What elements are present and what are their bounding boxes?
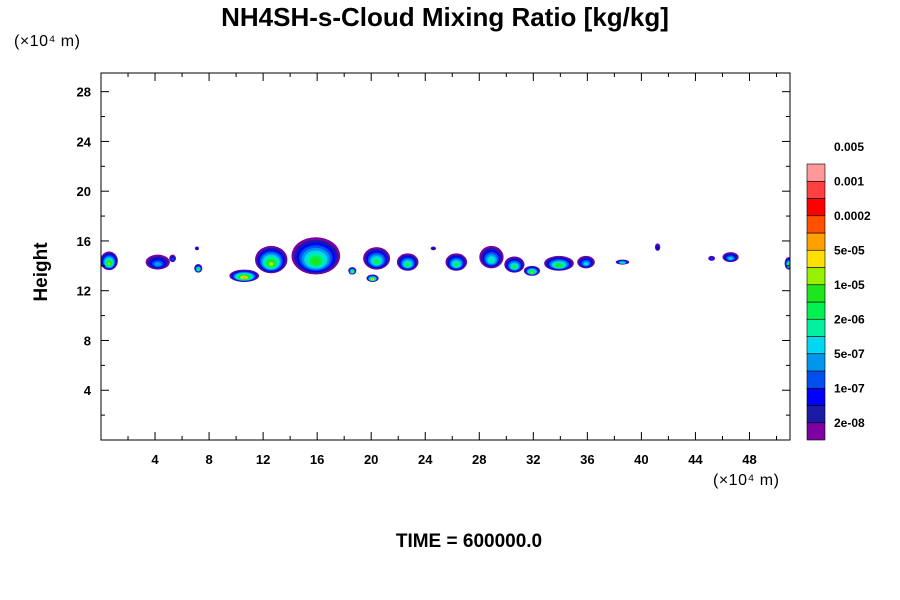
x-tick-label: 20 bbox=[364, 452, 378, 467]
colorbar-label: 1e-05 bbox=[834, 278, 865, 292]
colorbar-swatch bbox=[806, 387, 826, 406]
x-tick-label: 48 bbox=[742, 452, 756, 467]
x-tick-label: 4 bbox=[151, 452, 159, 467]
colorbar-label: 5e-07 bbox=[834, 347, 865, 361]
time-label: TIME = 600000.0 bbox=[395, 531, 543, 552]
colorbar-swatch bbox=[806, 249, 826, 268]
y-tick-label: 20 bbox=[77, 184, 91, 199]
cloud-contour bbox=[171, 258, 174, 261]
cloud-field bbox=[101, 237, 790, 283]
colorbar-label: 0.005 bbox=[834, 140, 864, 154]
x-tick-label: 32 bbox=[526, 452, 540, 467]
colorbar-swatch bbox=[806, 336, 826, 355]
cloud-contour bbox=[154, 262, 162, 267]
x-axis: 4 8 12 16 20 24 28 32 36 40 44 48 bbox=[127, 73, 777, 467]
colorbar-swatch bbox=[806, 180, 826, 199]
colorbar-swatch bbox=[806, 198, 826, 217]
cloud-contour bbox=[556, 264, 562, 267]
colorbar-label: 2e-06 bbox=[834, 312, 865, 326]
cloud-contour bbox=[311, 258, 320, 265]
cloud-contour bbox=[432, 248, 435, 250]
plot-frame bbox=[100, 72, 791, 441]
x-axis-unit: (×10⁴ m) bbox=[713, 472, 780, 489]
colorbar-label: 0.001 bbox=[834, 174, 864, 188]
x-tick-label: 40 bbox=[634, 452, 648, 467]
y-tick-label: 8 bbox=[84, 333, 91, 348]
cloud-contour bbox=[512, 265, 517, 269]
cloud-contour bbox=[351, 271, 353, 273]
cloud-contour bbox=[405, 263, 410, 267]
x-tick-label: 44 bbox=[688, 452, 703, 467]
cloud-contour bbox=[242, 276, 247, 279]
cloud-contour bbox=[621, 262, 624, 264]
y-axis-unit: (×10⁴ m) bbox=[14, 33, 81, 50]
x-tick-label: 8 bbox=[205, 452, 212, 467]
x-tick-label: 24 bbox=[418, 452, 433, 467]
y-tick-label: 4 bbox=[84, 383, 92, 398]
cloud-contour bbox=[728, 257, 733, 260]
colorbar-swatch bbox=[806, 318, 826, 337]
colorbar-swatch bbox=[806, 422, 826, 441]
colorbar-swatch bbox=[806, 215, 826, 234]
colorbar-label: 2e-08 bbox=[834, 416, 865, 430]
colorbar-label: 0.0002 bbox=[834, 209, 871, 223]
y-tick-label: 28 bbox=[77, 85, 91, 100]
y-tick-label: 16 bbox=[77, 234, 91, 249]
colorbar: 2e-08 1e-07 5e-07 2e-06 1e-05 5e-05 0.0002 0.00… bbox=[806, 140, 871, 441]
colorbar-swatch bbox=[806, 232, 826, 251]
chart-title: NH4SH-s-Cloud Mixing Ratio [kg/kg] bbox=[221, 2, 669, 32]
cloud-contour bbox=[454, 263, 459, 267]
cloud-contour bbox=[196, 248, 198, 250]
colorbar-swatch bbox=[806, 405, 826, 424]
cloud-contour bbox=[710, 258, 713, 260]
colorbar-swatch bbox=[806, 163, 826, 182]
y-axis: 4 8 12 16 20 24 28 bbox=[77, 85, 790, 416]
cloud-contour bbox=[530, 271, 534, 274]
colorbar-swatch bbox=[806, 353, 826, 372]
cloud-contour bbox=[374, 259, 380, 264]
cloud-contour bbox=[107, 262, 111, 266]
x-tick-label: 28 bbox=[472, 452, 486, 467]
cloud-contour bbox=[268, 261, 274, 266]
y-tick-label: 24 bbox=[77, 134, 92, 149]
x-tick-label: 12 bbox=[256, 452, 270, 467]
cloud-contour bbox=[371, 278, 374, 281]
colorbar-label: 1e-07 bbox=[834, 381, 865, 395]
cloud-contour bbox=[656, 246, 659, 250]
colorbar-swatch bbox=[806, 370, 826, 389]
x-tick-label: 16 bbox=[310, 452, 324, 467]
y-tick-label: 12 bbox=[77, 284, 91, 299]
colorbar-swatch bbox=[806, 267, 826, 286]
colorbar-swatch bbox=[806, 301, 826, 320]
cloud-contour bbox=[488, 258, 494, 263]
colorbar-label: 5e-05 bbox=[834, 243, 865, 257]
colorbar-swatch bbox=[806, 284, 826, 303]
x-tick-label: 36 bbox=[580, 452, 594, 467]
cloud-contour bbox=[583, 262, 589, 266]
cloud-contour bbox=[197, 268, 199, 271]
